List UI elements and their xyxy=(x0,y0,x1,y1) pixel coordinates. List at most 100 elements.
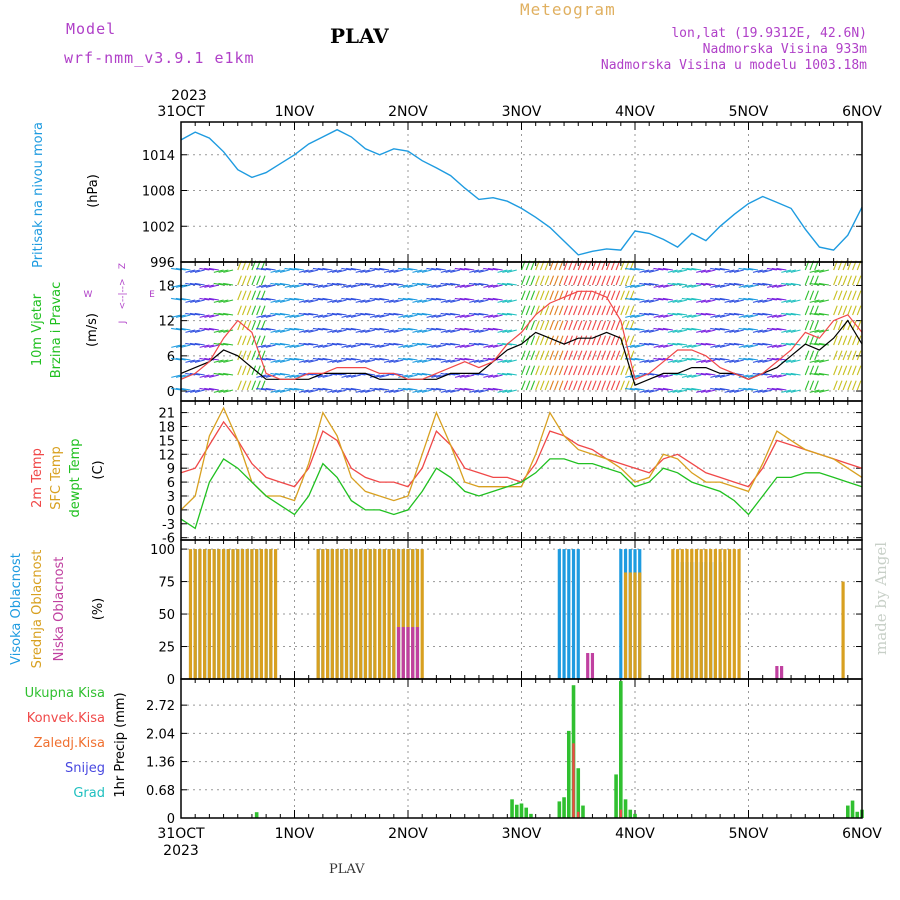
wind-arrow xyxy=(544,320,550,331)
wind-arrow xyxy=(625,297,636,301)
wind-arrow xyxy=(204,284,215,288)
day-label-bottom: 4NOV xyxy=(615,826,655,842)
wind-arrow xyxy=(487,267,498,271)
wind-arrow xyxy=(374,374,385,378)
wind-arrow xyxy=(492,387,503,391)
wind-arrow xyxy=(781,342,792,346)
wind-arrow xyxy=(483,327,494,331)
wind-arrow xyxy=(837,290,843,301)
wind-arrow xyxy=(402,297,413,301)
wind-arrow xyxy=(729,299,740,303)
wind-arrow xyxy=(842,365,848,376)
wind-arrow xyxy=(398,297,409,301)
wind-arrow xyxy=(412,329,423,333)
wind-arrow xyxy=(781,329,792,333)
wind-arrow xyxy=(468,282,480,286)
wind-arrow xyxy=(544,350,550,361)
wind-arrow xyxy=(757,329,768,333)
wind-arrow xyxy=(251,290,257,301)
wind-arrow xyxy=(776,267,787,271)
wind-arrow xyxy=(700,342,711,346)
wind-arrow xyxy=(539,380,545,391)
wind-arrow xyxy=(748,314,759,318)
wind-arrow xyxy=(223,342,234,346)
wind-arrow xyxy=(790,312,801,316)
wind-arrow xyxy=(194,372,205,376)
wind-arrow xyxy=(284,284,295,288)
wind-arrow xyxy=(417,269,428,273)
wind-arrow xyxy=(672,389,683,393)
wind-arrow xyxy=(785,389,796,393)
wind-arrow xyxy=(648,359,659,363)
wind-arrow xyxy=(606,350,611,361)
wind-arrow xyxy=(691,374,702,378)
wind-arrow xyxy=(497,312,508,316)
wind-arrow xyxy=(629,275,635,286)
cloud_mid-bar xyxy=(203,549,207,679)
wind-arrow xyxy=(294,314,305,318)
wind-arrow xyxy=(809,282,820,286)
pressure-unit: (hPa) xyxy=(86,174,101,208)
wind-arrow xyxy=(554,350,559,361)
wind-arrow xyxy=(582,365,588,376)
wind-arrow xyxy=(568,335,573,346)
wind-arrow xyxy=(407,344,418,348)
wind-arrow xyxy=(696,299,707,303)
wind-arrow xyxy=(256,374,267,378)
wind-arrow xyxy=(558,380,564,391)
cloud-title-high: Visoka Oblacnost xyxy=(9,553,24,665)
cloud_mid-bar xyxy=(273,549,278,679)
wind-arrow xyxy=(350,267,361,271)
wind-arrow xyxy=(473,342,484,346)
cloud_low-bar xyxy=(411,627,415,679)
wind-arrow xyxy=(615,365,621,376)
wind-arrow xyxy=(218,282,229,286)
wind-arrow xyxy=(837,380,843,391)
wind-arrow xyxy=(265,284,276,288)
wind-arrow xyxy=(355,269,366,273)
wind-arrow xyxy=(260,357,271,361)
wind-arrow xyxy=(374,297,385,301)
wind-arrow xyxy=(847,380,852,391)
wind-arrow xyxy=(412,389,423,393)
compass-cross: <--|--> xyxy=(118,278,128,309)
wind-arrow xyxy=(573,335,578,346)
day-label-top: 3NOV xyxy=(502,104,542,120)
wind-arrow xyxy=(587,350,592,361)
wind-arrow xyxy=(625,314,636,318)
wind-arrow xyxy=(700,269,711,273)
wind-arrow xyxy=(246,275,252,286)
wind-arrow xyxy=(506,372,517,376)
wind-arrow xyxy=(667,359,678,363)
cloud_mid-bar xyxy=(373,549,377,679)
cloud_mid-bar xyxy=(415,549,420,679)
wind-arrow xyxy=(223,312,234,316)
wind-arrow xyxy=(809,269,820,273)
wind-arrow xyxy=(804,365,810,376)
wind-arrow xyxy=(171,344,182,348)
wind-arrow xyxy=(421,372,432,376)
wind-arrow xyxy=(440,329,451,333)
wind-arrow xyxy=(629,344,640,348)
wind-arrow xyxy=(322,357,333,361)
wind-arrow xyxy=(317,284,328,288)
wind-arrow xyxy=(738,357,749,361)
cloud_low-bar xyxy=(586,653,590,679)
wind-arrow xyxy=(700,312,711,316)
wind-arrow xyxy=(591,365,597,376)
wind-arrow xyxy=(265,357,276,361)
wind-arrow xyxy=(804,380,810,391)
cloud_low-bar xyxy=(780,666,784,679)
wind-arrow xyxy=(237,365,242,376)
wind-arrow xyxy=(360,329,371,333)
wind-arrow xyxy=(539,290,545,301)
wind-arrow xyxy=(738,344,749,348)
cloud_mid-bar xyxy=(727,549,732,679)
day-label-top: 5NOV xyxy=(729,104,769,120)
wind-arrow xyxy=(573,350,578,361)
cloud_mid-bar xyxy=(316,549,320,679)
wind-arrow xyxy=(473,282,484,286)
wind-arrow xyxy=(814,269,825,273)
cloud_mid-bar xyxy=(368,549,372,679)
wind-arrow xyxy=(431,344,442,348)
